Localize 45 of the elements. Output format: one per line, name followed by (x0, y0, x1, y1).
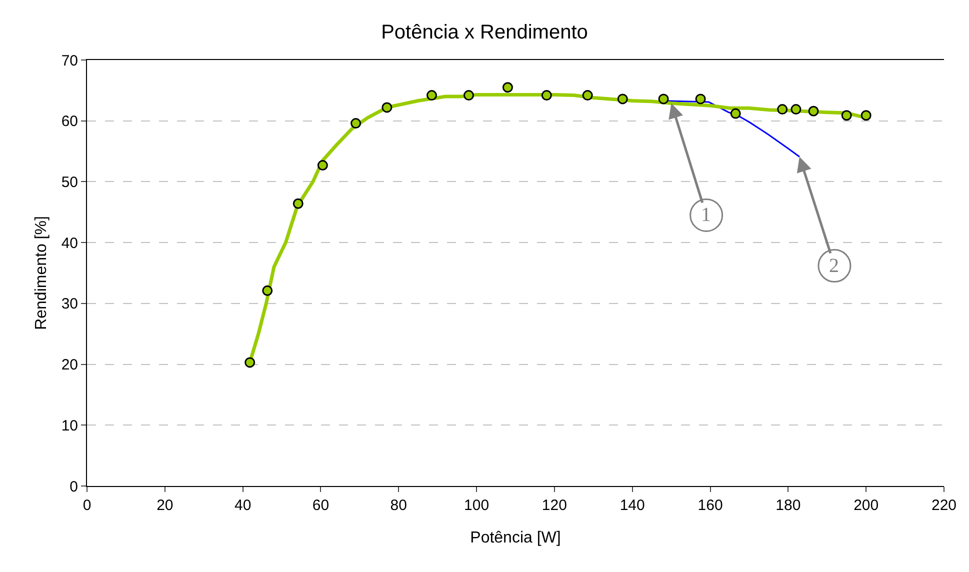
chart-title: Potência x Rendimento (381, 21, 588, 44)
point (808, 106, 819, 116)
point (426, 90, 437, 101)
point (790, 104, 802, 115)
point (292, 198, 304, 209)
x-axis-title: Potência [W] (470, 530, 561, 547)
point (730, 108, 741, 119)
point (841, 110, 852, 121)
y-tick-label: 60 (61, 113, 78, 130)
point (582, 90, 593, 101)
point (617, 94, 628, 104)
point (695, 94, 706, 104)
x-tick-label: 120 (542, 497, 567, 514)
point (262, 285, 273, 296)
y-tick-label: 30 (61, 296, 78, 313)
point (658, 94, 669, 104)
annotation: 1 (701, 204, 711, 226)
y-tick-label: 10 (61, 417, 78, 434)
y-tick-label: 50 (61, 174, 78, 191)
x-tick-label: 40 (234, 497, 252, 514)
point (464, 90, 474, 101)
y-axis-title: Rendimento [%] (33, 216, 50, 330)
y-tick-label: 40 (61, 234, 78, 252)
x-tick-label: 0 (82, 497, 92, 514)
point (350, 118, 362, 129)
point (777, 104, 788, 115)
y-tick-label: 20 (61, 356, 78, 374)
y-tick-label: 0 (70, 478, 78, 496)
point (860, 110, 872, 121)
y-tick-label: 70 (61, 52, 78, 70)
x-tick-label: 140 (620, 497, 645, 514)
x-tick-label: 160 (698, 497, 723, 514)
x-tick-label: 80 (390, 497, 407, 514)
point (502, 82, 513, 93)
annotation: 2 (829, 255, 839, 277)
x-tick-label: 100 (464, 497, 490, 514)
point (317, 160, 328, 171)
x-tick-label: 180 (776, 497, 801, 514)
x-tick-label: 200 (854, 497, 879, 514)
point (541, 90, 552, 101)
x-tick-label: 20 (156, 497, 174, 514)
point (244, 357, 256, 368)
point (382, 102, 392, 113)
x-tick-label: 220 (931, 497, 957, 514)
x-tick-label: 60 (312, 497, 330, 514)
